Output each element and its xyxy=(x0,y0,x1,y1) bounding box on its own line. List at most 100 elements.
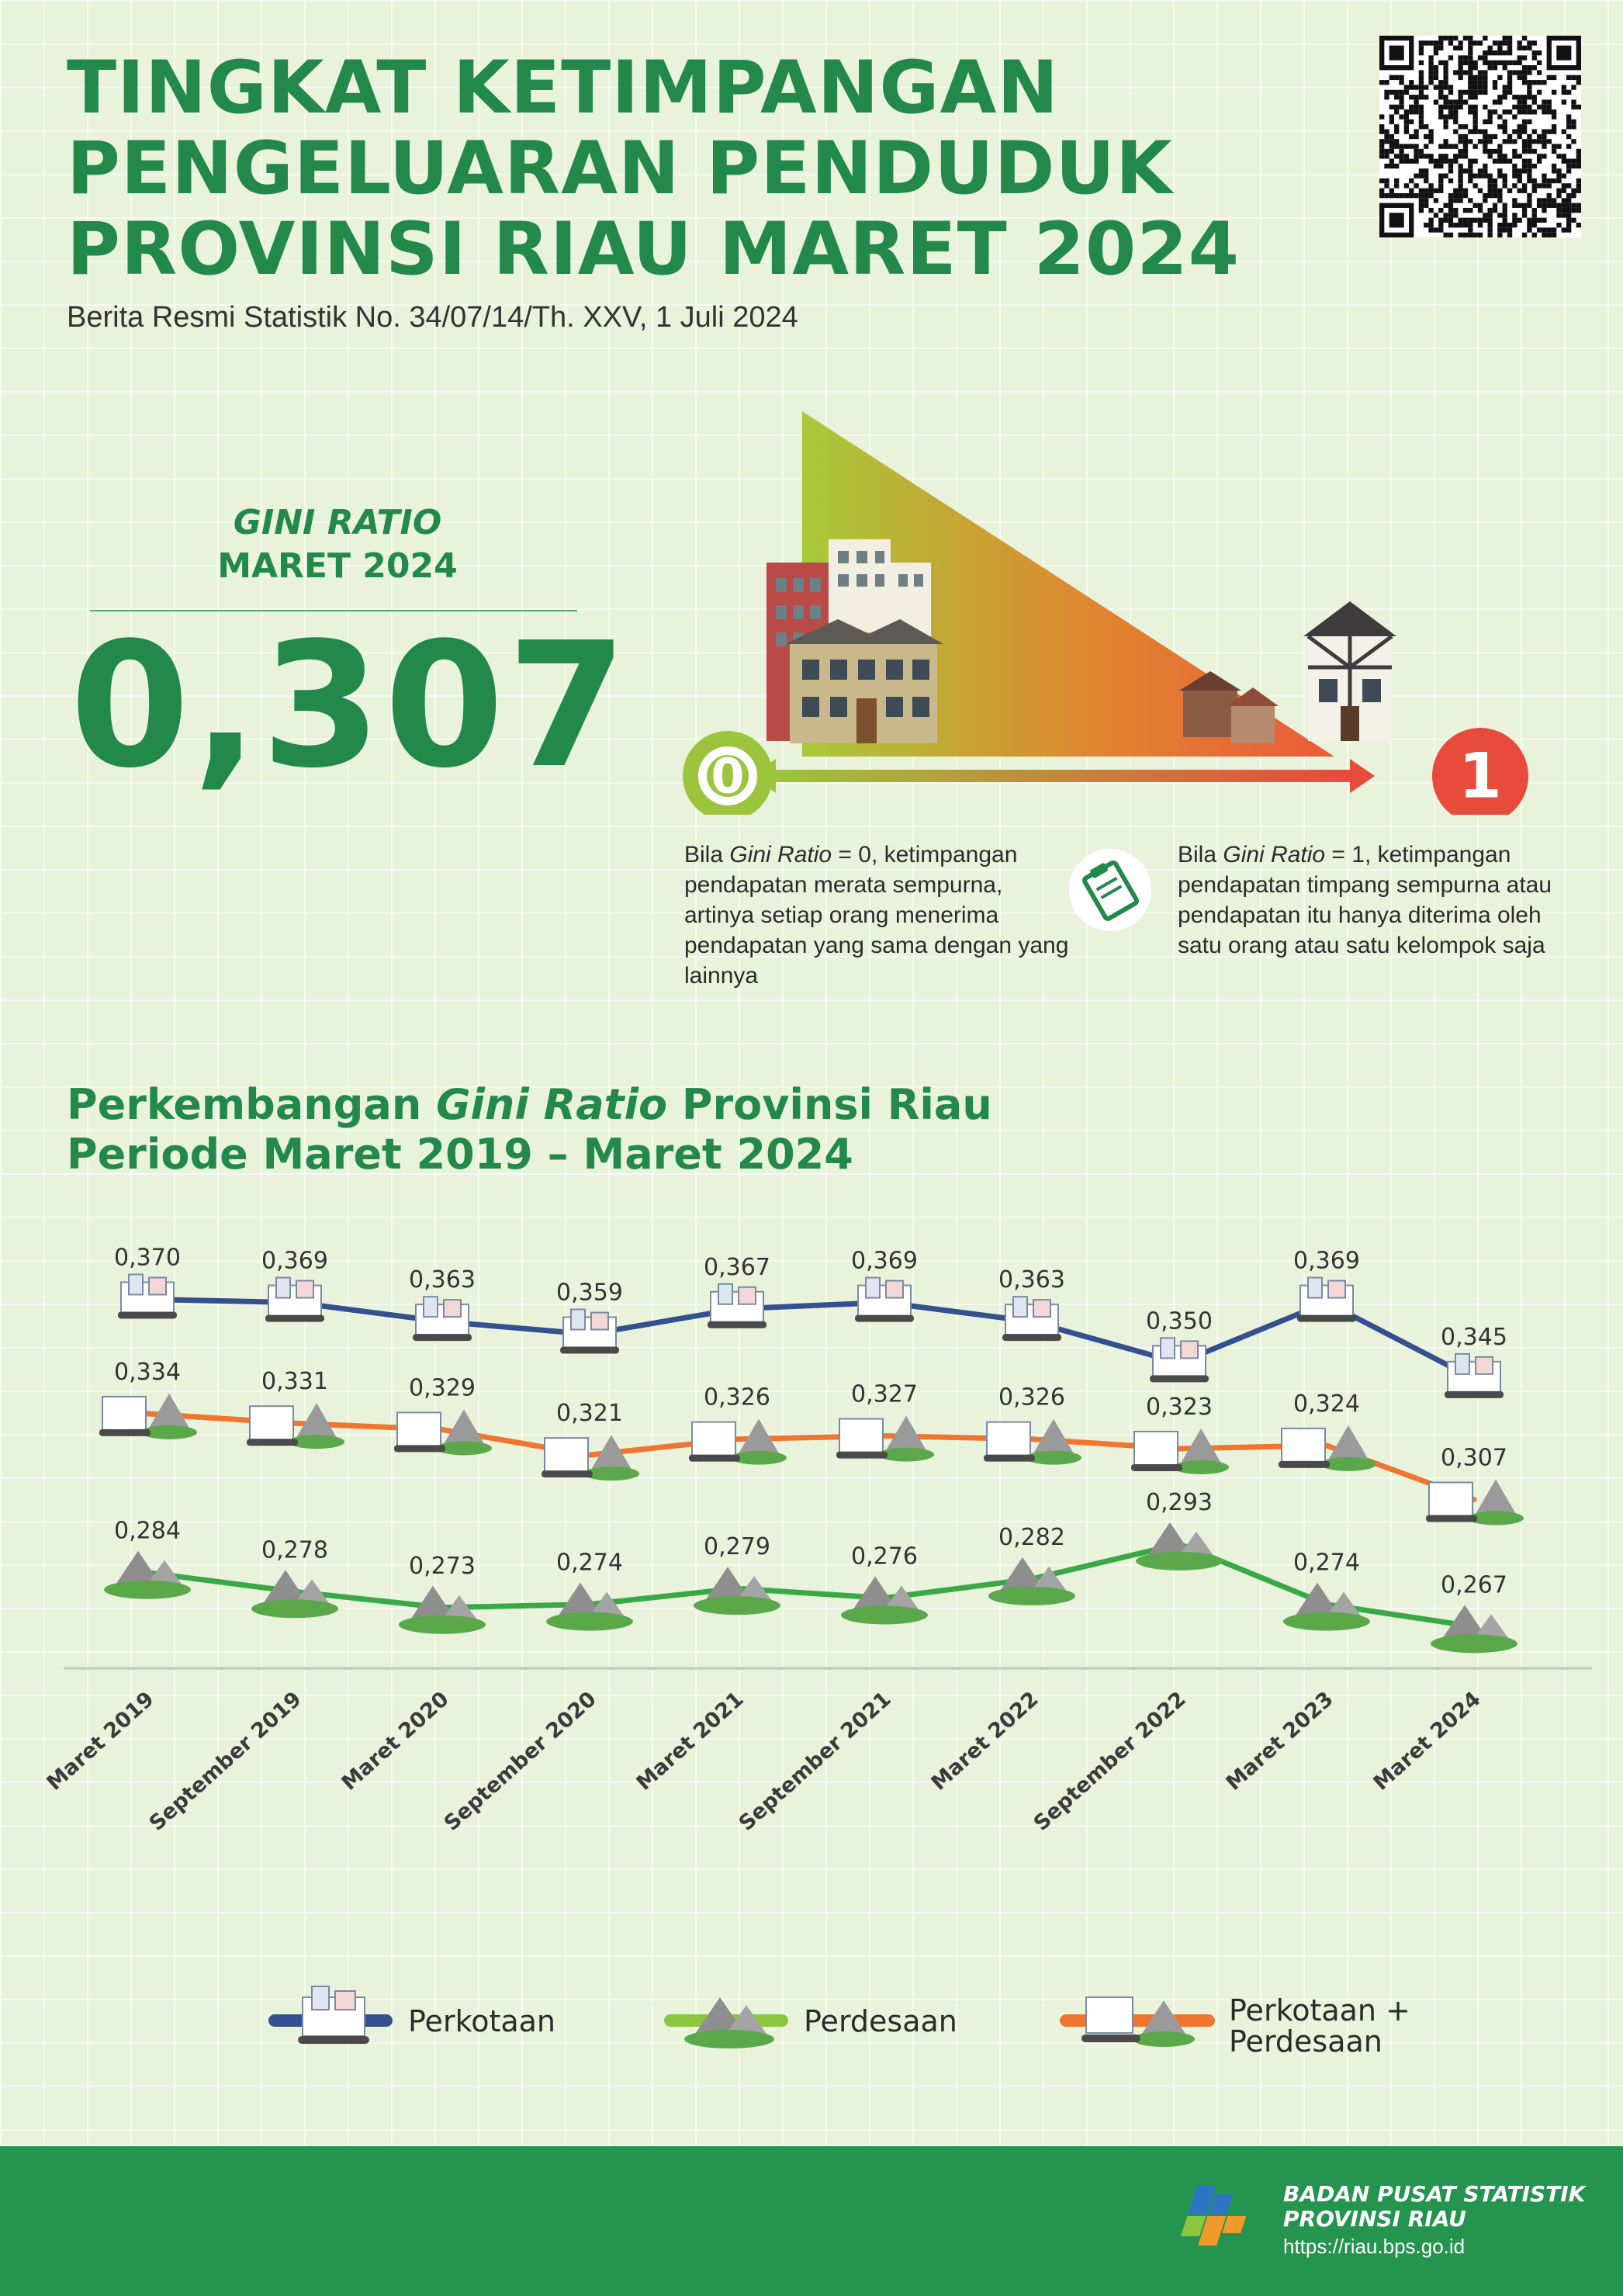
data-point-perdesaan xyxy=(1136,1522,1223,1570)
data-point-perdesaan xyxy=(251,1570,338,1619)
section-title-part1: Perkembangan xyxy=(67,1080,437,1129)
houses-icon xyxy=(1179,601,1396,743)
data-point-perdesaan xyxy=(1431,1605,1517,1654)
data-point-perdesaan xyxy=(399,1585,486,1634)
x-tick-label: September 2020 xyxy=(440,1687,601,1831)
data-label-perdesaan: 0,282 xyxy=(998,1524,1065,1551)
data-label-perdesaan: 0,273 xyxy=(409,1553,476,1580)
x-tick-label: September 2021 xyxy=(735,1687,896,1831)
data-point-perkotaan xyxy=(855,1276,914,1322)
legend-total-label-2: Perdesaan xyxy=(1229,2024,1382,2059)
data-label-perkotaan-perdesaan: 0,307 xyxy=(1441,1445,1507,1472)
series-line-perkotaan xyxy=(144,1296,1477,1382)
bps-logo-icon[interactable] xyxy=(1168,2179,1269,2264)
legend-urban-label: Perkotaan xyxy=(408,2004,555,2038)
section-title-period: Periode Maret 2019 – Maret 2024 xyxy=(67,1130,853,1179)
data-label-perdesaan: 0,276 xyxy=(851,1543,918,1570)
title-line-2: PENGELUARAN PENDUDUK xyxy=(67,126,1173,211)
data-label-perkotaan: 0,363 xyxy=(409,1266,476,1293)
legend-rural-icon xyxy=(664,1997,788,2048)
data-point-perdesaan xyxy=(546,1582,633,1631)
series-line-perdesaan xyxy=(144,1541,1477,1629)
data-point-perkotaan xyxy=(1297,1276,1356,1322)
data-point-perkotaan xyxy=(1150,1337,1209,1383)
data-label-perkotaan-perdesaan: 0,331 xyxy=(261,1368,328,1395)
scale-arrow xyxy=(751,759,1375,793)
data-point-perdesaan xyxy=(988,1557,1075,1605)
data-point-perkotaan-perdesaan xyxy=(984,1418,1081,1465)
one-text: = 1, ketimpangan pendapatan timpang semp… xyxy=(1178,842,1552,958)
x-tick-label: Maret 2022 xyxy=(927,1687,1043,1796)
gini-zero-explanation: Bila Gini Ratio = 0, ketimpangan pendapa… xyxy=(684,840,1072,991)
x-tick-label: Maret 2019 xyxy=(43,1687,159,1796)
data-label-perkotaan: 0,359 xyxy=(556,1280,623,1307)
page-title: TINGKAT KETIMPANGAN PENGELUARAN PENDUDUK… xyxy=(67,48,1339,290)
data-label-perdesaan: 0,279 xyxy=(704,1533,770,1560)
data-point-perkotaan-perdesaan xyxy=(836,1415,934,1462)
bps-url-link[interactable]: https://riau.bps.go.id xyxy=(1283,2235,1466,2258)
title-line-1: TINGKAT KETIMPANGAN xyxy=(67,46,1060,130)
one-term: Gini Ratio xyxy=(1223,842,1326,867)
city-buildings-icon xyxy=(767,539,943,743)
gini-label: GINI RATIO MARET 2024 xyxy=(85,501,590,588)
legend-urban-icon xyxy=(268,1986,393,2044)
gini-one-explanation: Bila Gini Ratio = 1, ketimpangan pendapa… xyxy=(1178,840,1581,961)
inequality-illustration: 0 1 xyxy=(683,411,1528,815)
data-label-perkotaan-perdesaan: 0,327 xyxy=(851,1381,918,1408)
clipboard-icon xyxy=(1069,849,1151,931)
data-label-perdesaan: 0,278 xyxy=(261,1536,328,1564)
data-label-perkotaan-perdesaan: 0,321 xyxy=(556,1400,623,1427)
scale-one-circle xyxy=(1432,728,1528,815)
data-point-perkotaan xyxy=(265,1276,324,1322)
qr-code-icon[interactable] xyxy=(1379,36,1581,237)
data-label-perkotaan: 0,369 xyxy=(851,1248,918,1275)
data-label-perkotaan-perdesaan: 0,329 xyxy=(409,1374,476,1401)
data-point-perkotaan-perdesaan xyxy=(689,1418,787,1465)
gini-label-period: MARET 2024 xyxy=(217,546,458,586)
page-subtitle: Berita Resmi Statistik No. 34/07/14/Th. … xyxy=(67,301,798,334)
data-point-perdesaan xyxy=(694,1567,780,1616)
one-prefix: Bila xyxy=(1178,842,1223,867)
title-line-3: PROVINSI RIAU MARET 2024 xyxy=(67,207,1241,292)
data-point-perkotaan-perdesaan xyxy=(542,1435,639,1481)
bps-name-line2: PROVINSI RIAU xyxy=(1283,2206,1466,2232)
gini-label-title: GINI RATIO xyxy=(233,503,442,542)
legend-total-label-1: Perkotaan + xyxy=(1229,1993,1410,2028)
data-label-perkotaan: 0,345 xyxy=(1441,1324,1507,1351)
data-label-perkotaan: 0,369 xyxy=(1293,1248,1360,1275)
data-label-perkotaan-perdesaan: 0,334 xyxy=(114,1359,181,1386)
data-label-perkotaan-perdesaan: 0,323 xyxy=(1146,1394,1213,1421)
divider xyxy=(90,610,577,611)
data-point-perkotaan-perdesaan xyxy=(1426,1479,1524,1525)
data-point-perkotaan-perdesaan xyxy=(99,1393,197,1439)
section-title-term: Gini Ratio xyxy=(436,1080,668,1129)
bps-name-line1: BADAN PUSAT STATISTIK xyxy=(1283,2181,1586,2207)
data-point-perkotaan xyxy=(1002,1296,1061,1342)
gini-line-chart: 0,370 0,369 0,363 0,359 0,367 0,369 0,363 0,350… xyxy=(43,1244,1592,1831)
data-label-perdesaan: 0,274 xyxy=(1293,1550,1360,1577)
x-tick-label: September 2022 xyxy=(1030,1687,1191,1831)
data-point-perkotaan xyxy=(708,1283,767,1328)
data-label-perdesaan: 0,293 xyxy=(1146,1489,1213,1516)
data-point-perkotaan xyxy=(1445,1352,1504,1398)
data-point-perkotaan xyxy=(560,1308,619,1354)
legend-total-icon xyxy=(1060,1996,1215,2047)
zero-term: Gini Ratio xyxy=(729,842,832,867)
series-line-perkotaan-perdesaan xyxy=(144,1411,1477,1503)
data-label-perkotaan: 0,350 xyxy=(1146,1307,1213,1335)
x-tick-label: September 2019 xyxy=(145,1687,306,1831)
data-point-perkotaan-perdesaan xyxy=(1279,1425,1376,1471)
section-title-part2: Provinsi Riau xyxy=(667,1080,992,1129)
x-tick-label: Maret 2021 xyxy=(632,1687,749,1796)
zero-text: = 0, ketimpangan pendapatan merata sempu… xyxy=(684,842,1069,989)
data-label-perkotaan-perdesaan: 0,326 xyxy=(704,1384,770,1411)
data-point-perdesaan xyxy=(104,1550,191,1599)
data-label-perkotaan: 0,367 xyxy=(704,1254,770,1281)
data-point-perkotaan xyxy=(118,1273,177,1319)
data-point-perkotaan xyxy=(413,1296,472,1342)
data-label-perkotaan: 0,363 xyxy=(998,1266,1065,1293)
chart-legend: Perkotaan Perdesaan Perkotaan + Perdesaa… xyxy=(268,1986,1410,2059)
data-label-perdesaan: 0,284 xyxy=(114,1518,181,1545)
bps-organization-name: BADAN PUSAT STATISTIK PROVINSI RIAU xyxy=(1283,2182,1585,2232)
legend-rural-label: Perdesaan xyxy=(804,2004,957,2038)
